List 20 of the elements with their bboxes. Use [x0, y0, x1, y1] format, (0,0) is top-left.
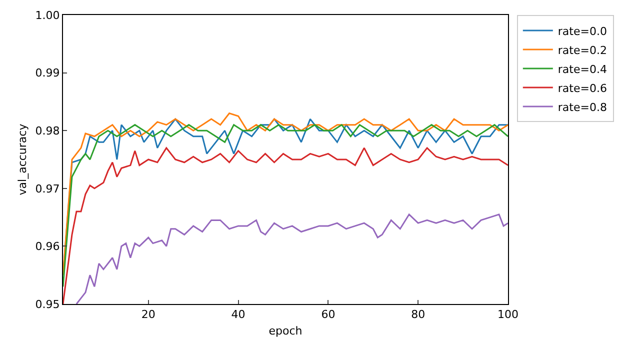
- x-axis-title: epoch: [268, 324, 302, 338]
- legend-label: rate=0.6: [558, 82, 607, 95]
- x-tick-label: 100: [498, 308, 518, 322]
- y-tick-label: 1.00: [35, 8, 60, 22]
- legend-label: rate=0.8: [558, 100, 607, 114]
- legend-label: rate=0.0: [558, 24, 607, 38]
- y-tick-label: 0.97: [35, 182, 60, 196]
- x-tick-label: 80: [411, 308, 426, 322]
- x-tick-label: 20: [141, 308, 156, 322]
- y-tick-label: 0.98: [35, 124, 60, 138]
- line-series: [63, 147, 508, 304]
- line-series: [76, 214, 508, 304]
- legend-label: rate=0.4: [558, 62, 607, 76]
- x-tick-label: 40: [231, 308, 246, 322]
- y-axis-title: val_accuracy: [16, 123, 29, 196]
- x-tick-label: 60: [321, 308, 336, 322]
- y-tick-label: 0.99: [35, 66, 60, 80]
- y-tick-label: 0.95: [35, 298, 60, 311]
- y-tick-label: 0.96: [35, 240, 60, 254]
- legend-label: rate=0.2: [558, 44, 607, 57]
